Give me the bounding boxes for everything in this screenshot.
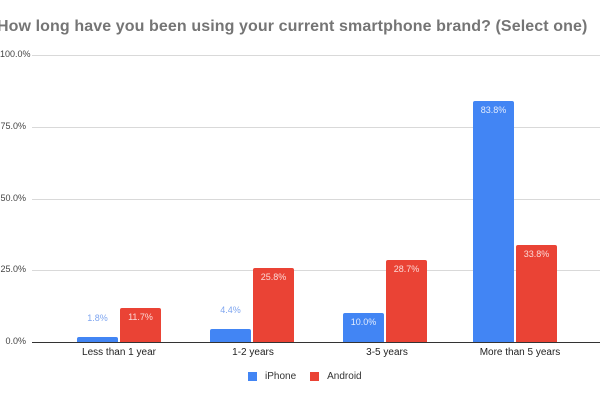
bar-iphone-1[interactable]	[210, 329, 251, 342]
x-tick-1-2-years: 1-2 years	[232, 347, 274, 358]
data-label-android-0: 11.7%	[128, 312, 153, 322]
bar-android-1[interactable]	[253, 268, 294, 342]
y-tick-75: 75.0%	[0, 121, 26, 131]
bar-android-0[interactable]	[120, 308, 161, 342]
bar-android-3[interactable]	[516, 245, 557, 342]
legend-item-android[interactable]: Android	[310, 371, 362, 382]
legend-label-iphone: iPhone	[265, 371, 297, 382]
x-tick-more-than-5-years: More than 5 years	[479, 347, 561, 358]
gridline-25	[32, 270, 600, 271]
y-tick-50: 50.0%	[0, 193, 26, 203]
bar-iphone-0[interactable]	[77, 337, 118, 342]
gridline-75	[32, 127, 600, 128]
chart-title: How long have you been using your curren…	[0, 18, 588, 35]
data-label-android-3: 33.8%	[523, 249, 550, 259]
x-axis-line	[32, 342, 600, 343]
bar-android-2[interactable]	[386, 260, 427, 342]
chart-legend: iPhone Android	[248, 371, 376, 382]
gridline-100	[32, 55, 600, 56]
y-tick-0: 0.0%	[5, 336, 26, 346]
legend-item-iphone[interactable]: iPhone	[248, 371, 296, 382]
x-tick-less-than-1-year: Less than 1 year	[82, 347, 156, 358]
x-tick-3-5-years: 3-5 years	[366, 347, 408, 358]
data-label-android-2: 28.7%	[393, 264, 420, 274]
data-label-iphone-0: 1.8%	[87, 313, 108, 323]
data-label-iphone-2: 10.0%	[350, 317, 377, 327]
gridline-50	[32, 199, 600, 200]
bar-iphone-3[interactable]	[473, 101, 514, 342]
bar-iphone-2[interactable]	[343, 313, 384, 342]
data-label-iphone-1: 4.4%	[220, 305, 241, 315]
android-swatch-icon	[310, 372, 320, 381]
legend-label-android: Android	[327, 371, 362, 382]
y-tick-100: 100.0%	[0, 49, 31, 59]
data-label-android-1: 25.8%	[260, 272, 287, 282]
iphone-swatch-icon	[248, 372, 257, 381]
data-label-iphone-3: 83.8%	[480, 105, 507, 115]
y-tick-25: 25.0%	[0, 264, 26, 274]
